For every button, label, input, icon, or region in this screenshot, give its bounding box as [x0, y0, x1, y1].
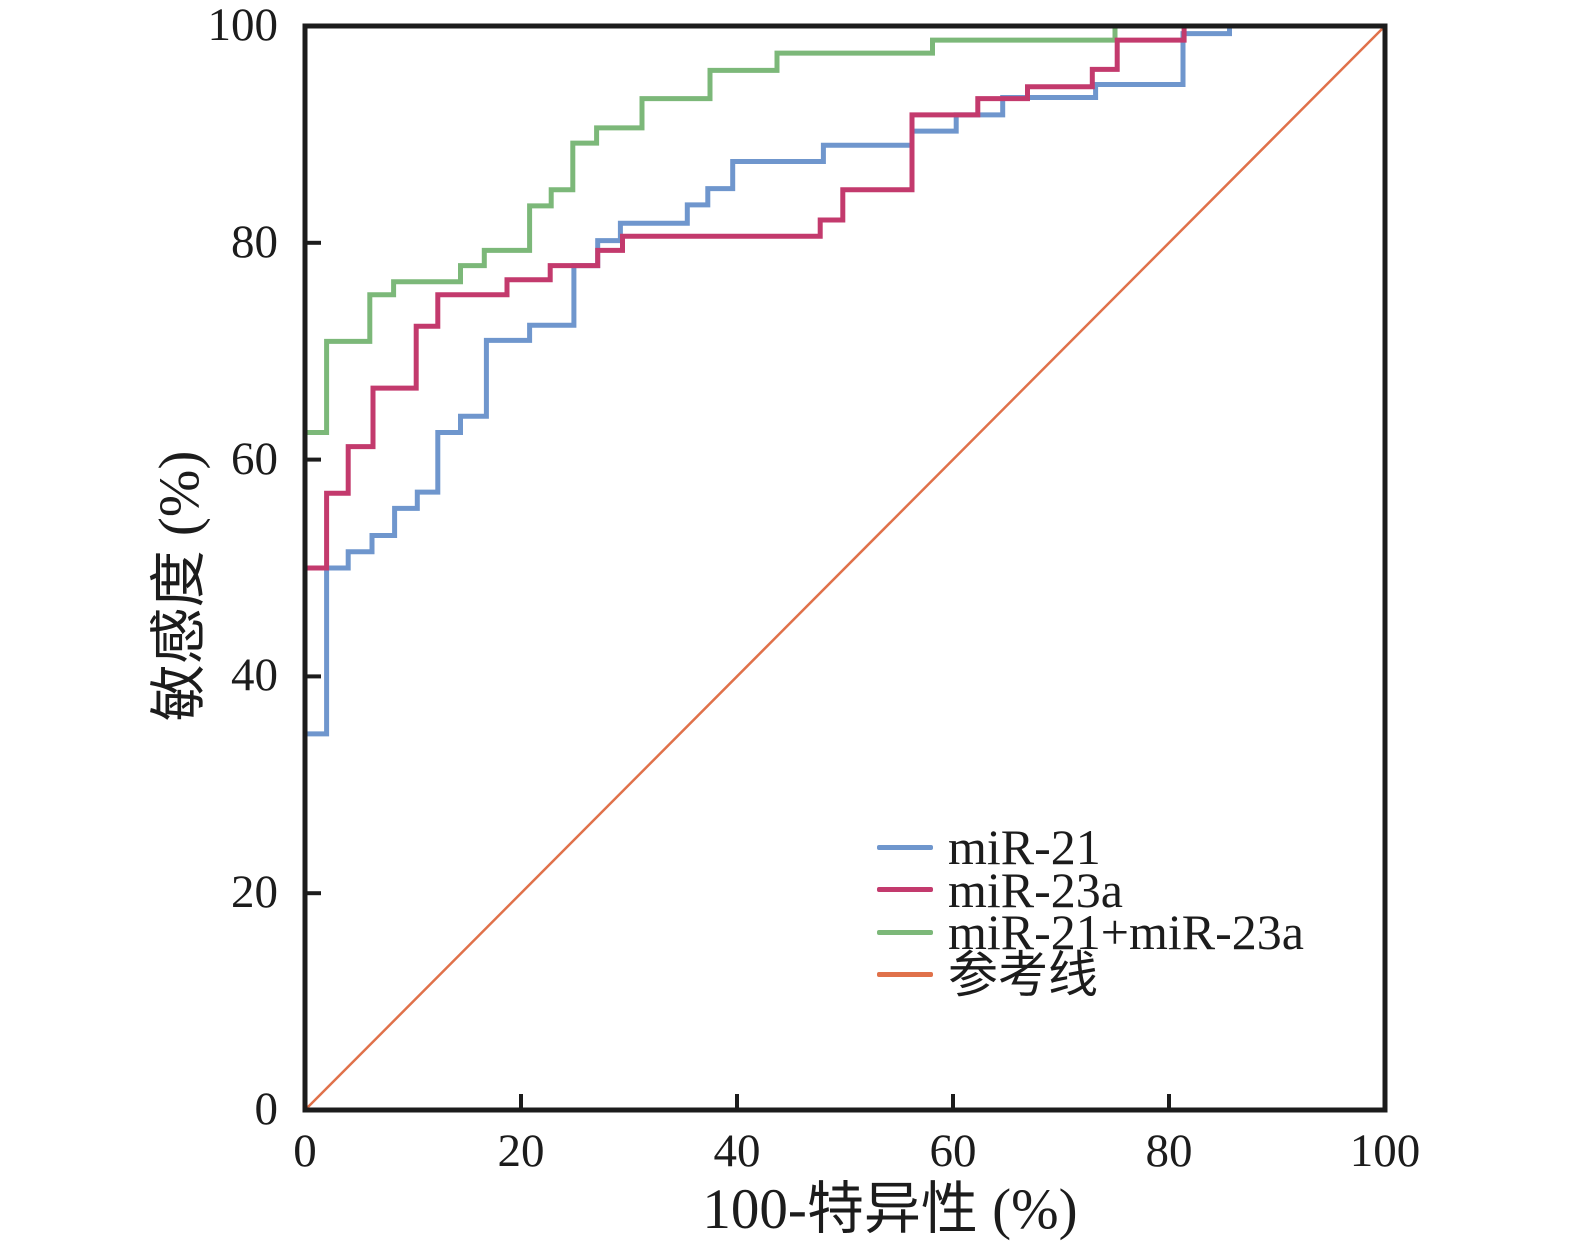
series-line-mir21-plus-mir23a [302, 23, 1385, 1110]
x-tick-label: 40 [713, 1125, 761, 1177]
series-line-reference [304, 25, 1386, 1111]
y-tick-label: 100 [207, 0, 279, 51]
x-tick-label: 80 [1145, 1125, 1193, 1177]
y-tick-label: 0 [254, 1083, 279, 1135]
y-tick-label: 80 [231, 215, 278, 268]
y-tick-label: 20 [231, 866, 278, 919]
legend-swatch-reference [877, 972, 933, 978]
x-tick-label: 60 [929, 1125, 977, 1177]
y-tick-label: 60 [231, 432, 278, 485]
legend-label-reference: 参考线 [948, 946, 1098, 1003]
legend-item-mir21-plus-mir23a: miR-21+miR-23a [877, 907, 1304, 957]
legend-item-mir23a: miR-23a [877, 865, 1304, 915]
legend-swatch-mir21 [877, 844, 933, 850]
legend-swatch-mir21-plus-mir23a [877, 929, 933, 935]
series-line-mir21 [302, 23, 1385, 1110]
legend-label-mir23a: miR-23a [948, 861, 1123, 918]
legend-label-mir21: miR-21 [948, 819, 1101, 876]
y-tick-label: 40 [231, 649, 278, 702]
x-tick-label: 100 [1349, 1125, 1421, 1177]
legend-item-mir21: miR-21 [877, 822, 1304, 872]
legend: miR-21 miR-23a miR-21+miR-23a 参考线 [877, 822, 1304, 1000]
legend-label-mir21-plus-mir23a: miR-21+miR-23a [948, 904, 1304, 961]
plot-border [302, 23, 1388, 1113]
y-axis-title: 敏感度 (%) [148, 450, 211, 722]
legend-swatch-mir23a [877, 887, 933, 893]
x-tick-label: 0 [293, 1125, 317, 1177]
x-axis-title: 100-特异性 (%) [702, 1178, 1078, 1241]
legend-item-reference: 参考线 [877, 950, 1304, 1000]
series-line-mir23a [302, 23, 1385, 1110]
x-tick-label: 20 [497, 1125, 545, 1177]
